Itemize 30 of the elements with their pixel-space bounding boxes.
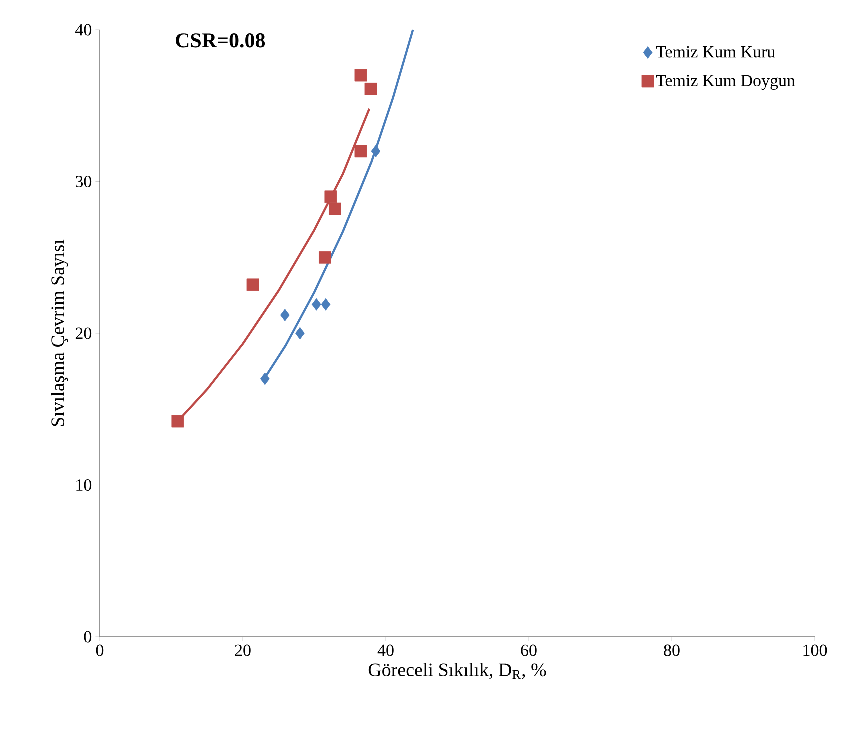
y-tick-label: 40 (76, 24, 92, 36)
legend-label: Temiz Kum Doygun (656, 75, 796, 90)
x-tick-label: 40 (378, 644, 394, 656)
x-tick-label: 60 (521, 644, 537, 656)
point (246, 278, 260, 292)
point (319, 251, 332, 264)
point (321, 298, 331, 311)
x-tick-label: 100 (804, 644, 828, 656)
y-tick-label: 30 (76, 176, 92, 188)
point (172, 415, 184, 428)
point (296, 327, 305, 340)
x-tick-label: 80 (664, 644, 680, 656)
point (354, 145, 368, 158)
point (312, 298, 322, 311)
y-axis-title: Sıvılaşma Çevrim Sayısı (51, 240, 68, 426)
y-tick-label: 0 (84, 631, 92, 643)
x-tick-label: 0 (96, 644, 104, 656)
point (280, 309, 290, 322)
point (324, 190, 338, 204)
point (354, 69, 368, 82)
point (364, 82, 378, 96)
legend-label: Temiz Kum Kuru (656, 46, 776, 58)
point (329, 202, 342, 216)
x-axis-title: Göreceli Sıkılık, D$_{R}$, % (368, 663, 546, 680)
y-tick-label: 10 (76, 480, 92, 491)
point (371, 145, 381, 158)
annotation: CSR=0.08 (176, 34, 266, 48)
x-tick-label: 20 (235, 644, 251, 656)
point (260, 372, 270, 386)
y-tick-label: 20 (76, 328, 92, 340)
